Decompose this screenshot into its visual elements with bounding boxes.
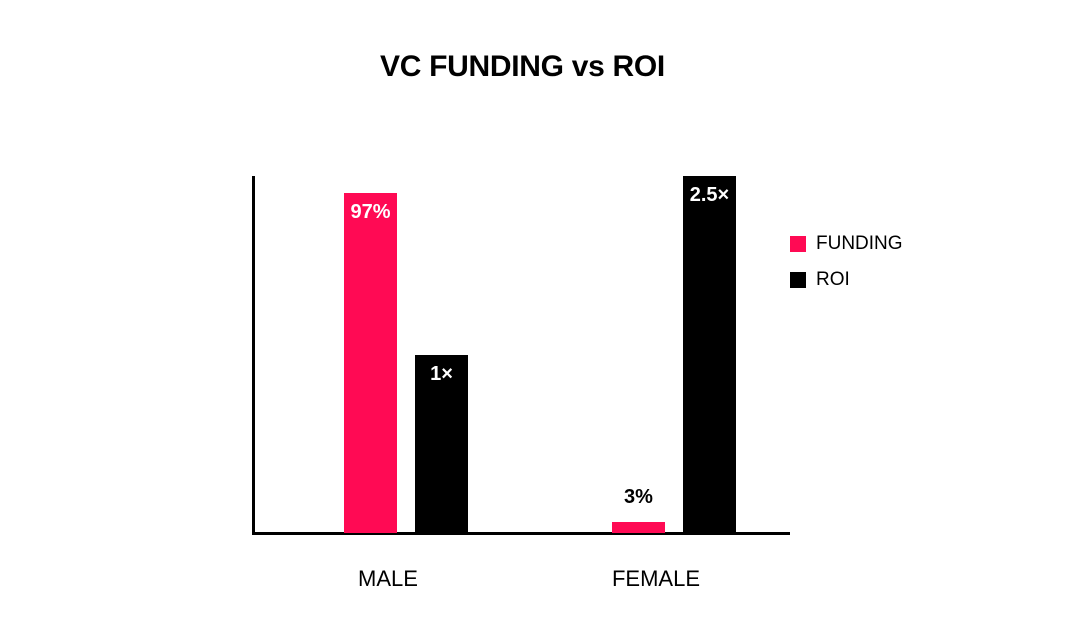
bar-value-label: 2.5× bbox=[689, 184, 730, 206]
bar-female-funding: 3% bbox=[612, 486, 665, 533]
bar-value-label: 1× bbox=[430, 363, 453, 385]
x-tick-female: FEMALE bbox=[611, 566, 701, 591]
legend-label: FUNDING bbox=[816, 233, 903, 254]
roi-swatch-icon bbox=[790, 272, 806, 288]
y-axis bbox=[252, 176, 255, 535]
bar-male-roi: 1× bbox=[415, 355, 468, 533]
legend-item-funding: FUNDING bbox=[790, 226, 903, 262]
legend-label: ROI bbox=[816, 269, 850, 290]
chart-title: VC FUNDING vs ROI bbox=[380, 50, 665, 83]
funding-swatch-icon bbox=[790, 236, 806, 252]
x-tick-male: MALE bbox=[358, 566, 418, 591]
bar-value-label: 3% bbox=[624, 486, 653, 508]
x-axis bbox=[252, 532, 790, 535]
legend: FUNDING ROI bbox=[790, 226, 903, 298]
bar-male-funding: 97% bbox=[344, 193, 397, 533]
legend-item-roi: ROI bbox=[790, 262, 903, 298]
bar-female-roi: 2.5× bbox=[683, 176, 736, 533]
bar-value-label: 97% bbox=[350, 201, 391, 223]
